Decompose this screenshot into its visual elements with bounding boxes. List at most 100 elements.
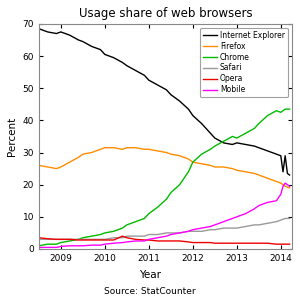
Chrome [222, 140, 225, 143]
Safari [178, 231, 181, 235]
Mobile [68, 244, 71, 247]
Chrome [231, 135, 234, 138]
Chrome [279, 110, 283, 114]
Firefox [46, 165, 50, 169]
Mobile [200, 226, 203, 230]
Chrome [257, 122, 261, 125]
Firefox [235, 168, 238, 172]
Chrome [99, 233, 102, 236]
Firefox [284, 184, 287, 188]
Firefox [81, 152, 85, 156]
Internet Explorer [274, 152, 278, 156]
Firefox [147, 148, 151, 151]
Mobile [59, 244, 63, 248]
Chrome [208, 148, 212, 151]
Chrome [288, 107, 291, 111]
Chrome [90, 234, 93, 238]
Safari [231, 226, 234, 230]
Line: Safari: Safari [39, 218, 290, 239]
Safari [288, 217, 291, 220]
Internet Explorer [257, 146, 261, 149]
Safari [59, 238, 63, 241]
Internet Explorer [99, 48, 102, 51]
Line: Internet Explorer: Internet Explorer [39, 29, 290, 175]
Mobile [134, 239, 137, 243]
Chrome [200, 152, 203, 156]
Firefox [288, 186, 291, 190]
Internet Explorer [169, 93, 172, 96]
Chrome [156, 206, 159, 209]
Opera [266, 242, 269, 245]
Firefox [68, 160, 71, 164]
Internet Explorer [76, 38, 80, 42]
Firefox [169, 152, 172, 156]
Internet Explorer [235, 141, 238, 145]
Internet Explorer [244, 143, 247, 146]
Chrome [81, 236, 85, 239]
Safari [266, 221, 269, 225]
Safari [90, 238, 93, 241]
Mobile [253, 207, 256, 211]
Chrome [266, 114, 269, 117]
Safari [191, 230, 195, 233]
Chrome [187, 170, 190, 174]
Safari [147, 233, 151, 236]
Line: Firefox: Firefox [39, 148, 290, 188]
Safari [284, 217, 287, 220]
Firefox [90, 151, 93, 154]
Internet Explorer [81, 40, 85, 44]
Internet Explorer [165, 88, 168, 92]
Internet Explorer [281, 170, 285, 174]
Safari [257, 223, 261, 227]
Safari [222, 226, 225, 230]
Opera [134, 238, 137, 241]
Opera [200, 241, 203, 244]
Mobile [274, 199, 278, 202]
Safari [279, 218, 283, 222]
Firefox [76, 155, 80, 159]
Text: Source: StatCounter: Source: StatCounter [104, 286, 196, 296]
Mobile [81, 244, 85, 247]
Mobile [178, 231, 181, 235]
Chrome [178, 183, 181, 187]
Chrome [121, 226, 124, 230]
Safari [125, 234, 129, 238]
Mobile [281, 184, 285, 188]
Mobile [156, 236, 159, 239]
Safari [244, 225, 247, 228]
Firefox [112, 146, 116, 149]
Opera [274, 242, 278, 246]
Internet Explorer [59, 30, 63, 34]
Firefox [156, 149, 159, 153]
Firefox [165, 151, 168, 154]
Chrome [37, 244, 41, 247]
Chrome [147, 212, 151, 215]
Firefox [125, 146, 129, 149]
Internet Explorer [68, 33, 71, 37]
Mobile [279, 193, 283, 196]
Safari [99, 238, 102, 241]
Firefox [200, 162, 203, 166]
Chrome [59, 241, 63, 244]
Y-axis label: Percent: Percent [7, 117, 17, 156]
Mobile [244, 212, 247, 215]
Internet Explorer [90, 45, 93, 48]
Safari [81, 238, 85, 241]
Chrome [253, 127, 256, 130]
Firefox [142, 148, 146, 151]
Internet Explorer [231, 143, 234, 146]
Internet Explorer [134, 69, 137, 72]
Internet Explorer [286, 172, 289, 175]
Mobile [165, 234, 168, 238]
Chrome [244, 131, 247, 135]
Legend: Internet Explorer, Firefox, Chrome, Safari, Opera, Mobile: Internet Explorer, Firefox, Chrome, Safa… [200, 28, 288, 98]
Title: Usage share of web browsers: Usage share of web browsers [79, 7, 252, 20]
Mobile [257, 204, 261, 207]
Internet Explorer [253, 144, 256, 148]
Opera [121, 234, 124, 238]
Mobile [125, 240, 129, 244]
Firefox [99, 148, 102, 151]
Mobile [288, 184, 291, 188]
Opera [231, 242, 234, 245]
Firefox [208, 164, 212, 167]
